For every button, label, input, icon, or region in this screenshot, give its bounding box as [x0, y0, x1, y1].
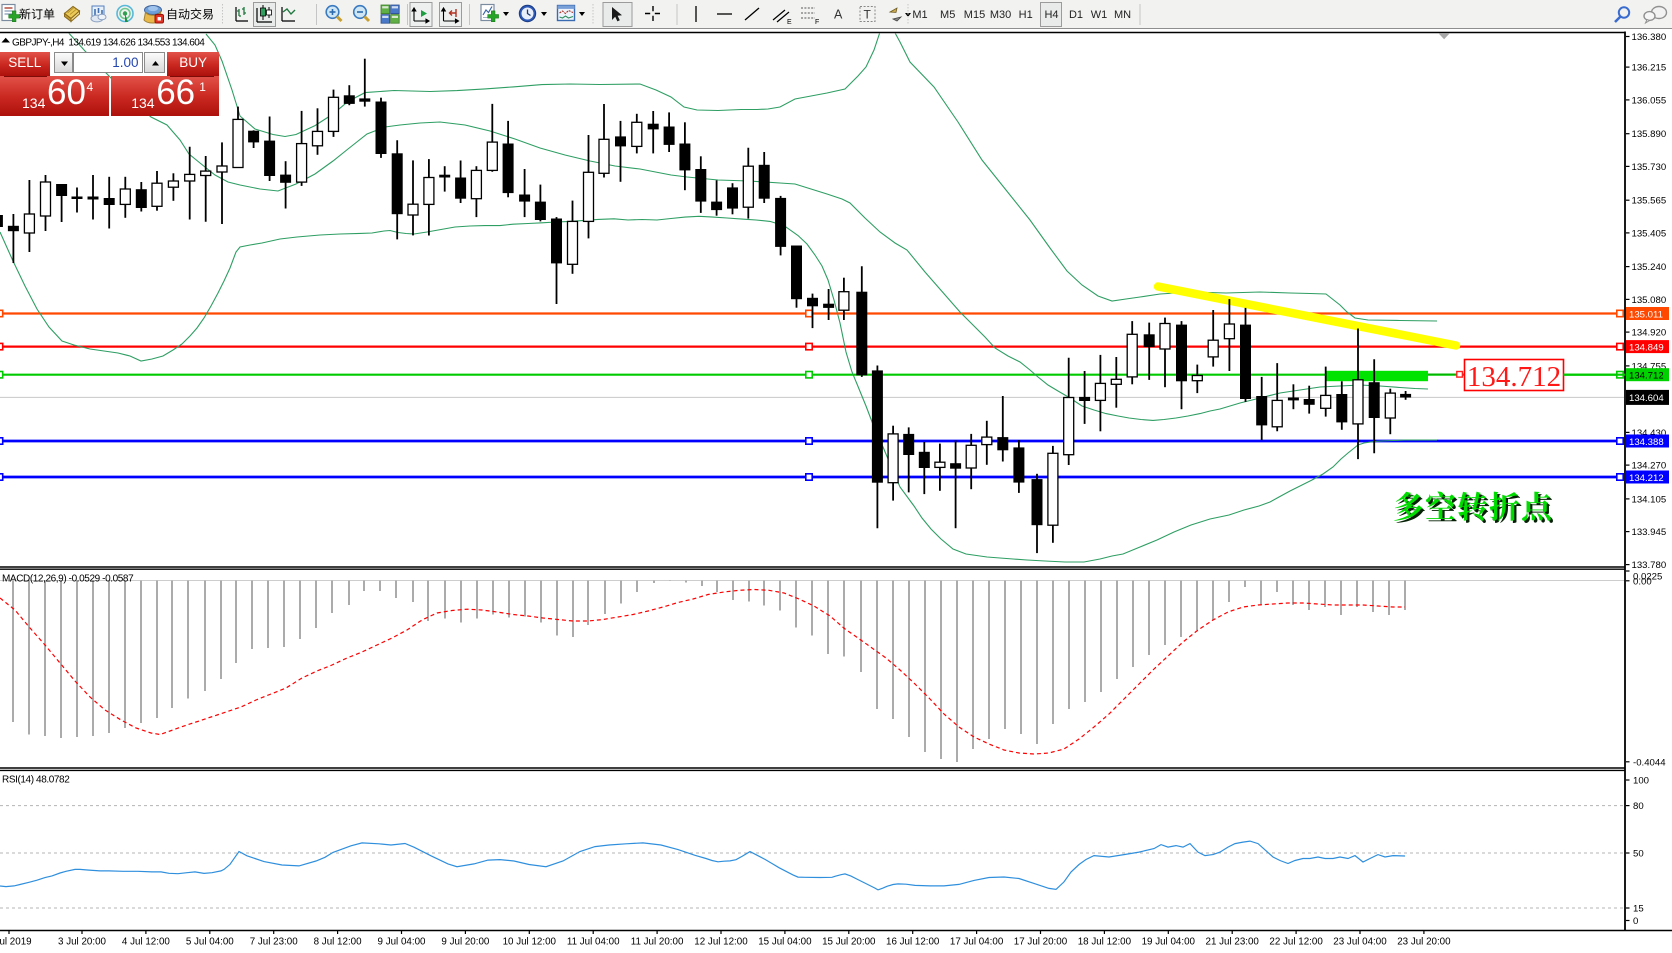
svg-text:134.388: 134.388	[1629, 437, 1664, 448]
svg-text:80: 80	[1633, 801, 1644, 812]
svg-text:D1: D1	[1069, 9, 1083, 21]
svg-text:MN: MN	[1114, 9, 1131, 21]
svg-text:H1: H1	[1019, 9, 1033, 21]
svg-text:135.890: 135.890	[1632, 129, 1667, 140]
svg-text:22 Jul 12:00: 22 Jul 12:00	[1269, 937, 1323, 948]
svg-text:15 Jul 04:00: 15 Jul 04:00	[758, 937, 812, 948]
svg-text:10 Jul 12:00: 10 Jul 12:00	[503, 937, 557, 948]
svg-text:F: F	[815, 19, 819, 26]
svg-text:15: 15	[1633, 904, 1644, 915]
svg-text:0.00: 0.00	[1633, 576, 1652, 587]
svg-text:18 Jul 12:00: 18 Jul 12:00	[1078, 937, 1132, 948]
svg-text:M30: M30	[990, 9, 1011, 21]
svg-text:8 Jul 12:00: 8 Jul 12:00	[314, 937, 362, 948]
svg-text:134.849: 134.849	[1629, 342, 1664, 353]
svg-text:12 Jul 12:00: 12 Jul 12:00	[694, 937, 748, 948]
svg-text:W1: W1	[1091, 9, 1108, 21]
svg-text:135.080: 135.080	[1632, 295, 1667, 306]
svg-text:100: 100	[1633, 776, 1649, 787]
svg-text:50: 50	[1633, 849, 1644, 860]
svg-text:134.212: 134.212	[1629, 473, 1664, 484]
svg-text:136.215: 136.215	[1632, 63, 1667, 74]
svg-text:0.0225: 0.0225	[1633, 572, 1662, 583]
svg-text:5 Jul 04:00: 5 Jul 04:00	[186, 937, 234, 948]
svg-text:134.105: 134.105	[1632, 494, 1667, 505]
svg-text:23 Jul 20:00: 23 Jul 20:00	[1397, 937, 1451, 948]
svg-text:21 Jul 23:00: 21 Jul 23:00	[1206, 937, 1260, 948]
svg-text:136.055: 136.055	[1632, 95, 1667, 106]
svg-text:M1: M1	[912, 9, 927, 21]
svg-text:134.604: 134.604	[1629, 393, 1664, 404]
svg-text:16 Jul 12:00: 16 Jul 12:00	[886, 937, 940, 948]
svg-text:134.430: 134.430	[1632, 428, 1667, 439]
svg-text:4 Jul 12:00: 4 Jul 12:00	[122, 937, 170, 948]
svg-text:134.920: 134.920	[1632, 328, 1667, 339]
svg-text:7 Jul 23:00: 7 Jul 23:00	[250, 937, 298, 948]
svg-text:133.945: 133.945	[1632, 527, 1667, 538]
svg-text:23 Jul 04:00: 23 Jul 04:00	[1333, 937, 1387, 948]
svg-text:3 Jul 2019: 3 Jul 2019	[0, 937, 32, 948]
svg-text:H4: H4	[1044, 9, 1058, 21]
svg-text:RSI(14) 48.0782: RSI(14) 48.0782	[2, 775, 70, 786]
svg-text:A: A	[834, 8, 843, 22]
svg-text:11 Jul 20:00: 11 Jul 20:00	[631, 937, 684, 948]
svg-text:135.240: 135.240	[1632, 262, 1667, 273]
svg-text:19 Jul 04:00: 19 Jul 04:00	[1142, 937, 1196, 948]
svg-text:9 Jul 20:00: 9 Jul 20:00	[441, 937, 489, 948]
svg-text:133.780: 133.780	[1632, 560, 1667, 571]
svg-text:MACD(12,26,9) -0.0529 -0.0587: MACD(12,26,9) -0.0529 -0.0587	[2, 574, 134, 585]
svg-text:GBPJPY-,H4 134.619 134.626 13: GBPJPY-,H4 134.619 134.626 134.553 134.6…	[12, 38, 205, 49]
svg-text:17 Jul 04:00: 17 Jul 04:00	[950, 937, 1004, 948]
svg-text:135.730: 135.730	[1632, 162, 1667, 173]
svg-text:M15: M15	[964, 9, 985, 21]
svg-text:135.405: 135.405	[1632, 228, 1667, 239]
svg-text:9 Jul 04:00: 9 Jul 04:00	[378, 937, 426, 948]
svg-text:11 Jul 04:00: 11 Jul 04:00	[567, 937, 620, 948]
svg-text:135.011: 135.011	[1629, 309, 1663, 320]
svg-text:T: T	[864, 8, 872, 22]
svg-text:17 Jul 20:00: 17 Jul 20:00	[1014, 937, 1068, 948]
svg-text:E: E	[787, 19, 792, 26]
svg-text:M5: M5	[940, 9, 955, 21]
svg-text:134.755: 134.755	[1632, 361, 1667, 372]
svg-text:0: 0	[1633, 916, 1638, 927]
svg-text:-0.4044: -0.4044	[1633, 757, 1666, 768]
svg-text:3 Jul 20:00: 3 Jul 20:00	[58, 937, 106, 948]
svg-text:134.712: 134.712	[1467, 361, 1561, 393]
svg-text:136.380: 136.380	[1632, 32, 1667, 43]
svg-text:135.565: 135.565	[1632, 196, 1667, 207]
svg-text:134.712: 134.712	[1629, 371, 1664, 382]
svg-text:15 Jul 20:00: 15 Jul 20:00	[822, 937, 876, 948]
svg-text:134.270: 134.270	[1632, 461, 1667, 472]
